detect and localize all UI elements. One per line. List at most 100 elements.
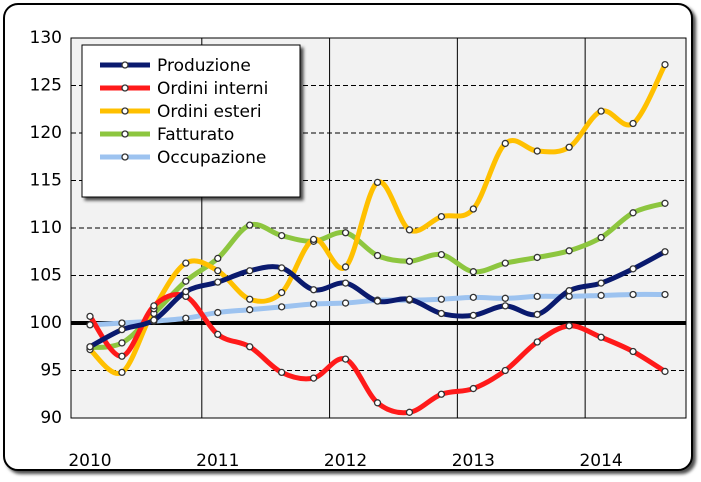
- point: [343, 300, 349, 306]
- legend-label: Occupazione: [157, 148, 266, 168]
- point: [183, 289, 189, 295]
- point: [534, 254, 540, 260]
- point: [662, 292, 668, 298]
- point: [215, 310, 221, 316]
- chart: Produzione Ordini interni Ordini esteri Fat…: [0, 0, 701, 478]
- point: [215, 331, 221, 337]
- point: [279, 304, 285, 310]
- point: [598, 108, 604, 114]
- point: [470, 269, 476, 275]
- y-tick-label: 110: [30, 218, 62, 238]
- legend-marker: [122, 154, 128, 160]
- legend-label: Produzione: [157, 56, 251, 76]
- point: [662, 200, 668, 206]
- point: [343, 280, 349, 286]
- point: [87, 344, 93, 350]
- point: [502, 295, 508, 301]
- point: [183, 315, 189, 321]
- point: [247, 222, 253, 228]
- x-tick-label: 2011: [196, 451, 239, 471]
- point: [662, 62, 668, 68]
- point: [406, 409, 412, 415]
- point: [343, 230, 349, 236]
- point: [406, 258, 412, 264]
- point: [279, 369, 285, 375]
- point: [279, 290, 285, 296]
- x-tick-label: 2012: [324, 451, 367, 471]
- point: [119, 327, 125, 333]
- point: [470, 312, 476, 318]
- point: [598, 334, 604, 340]
- legend-label: Ordini esteri: [157, 102, 262, 122]
- x-tick-label: 2010: [68, 451, 111, 471]
- legend-marker: [122, 108, 128, 114]
- point: [406, 227, 412, 233]
- point: [630, 266, 636, 272]
- point: [438, 296, 444, 302]
- point: [630, 292, 636, 298]
- point: [151, 317, 157, 323]
- point: [406, 296, 412, 302]
- point: [311, 287, 317, 293]
- point: [502, 303, 508, 309]
- y-tick-label: 105: [30, 266, 62, 286]
- point: [311, 301, 317, 307]
- legend-marker: [122, 131, 128, 137]
- y-tick-label: 130: [30, 28, 62, 48]
- point: [87, 322, 93, 328]
- point: [183, 278, 189, 284]
- point: [151, 303, 157, 309]
- point: [470, 206, 476, 212]
- point: [215, 279, 221, 285]
- point: [438, 311, 444, 317]
- point: [630, 349, 636, 355]
- point: [215, 268, 221, 274]
- point: [534, 293, 540, 299]
- point: [534, 311, 540, 317]
- point: [470, 294, 476, 300]
- point: [119, 369, 125, 375]
- point: [119, 320, 125, 326]
- point: [119, 353, 125, 359]
- point: [438, 214, 444, 220]
- point: [470, 386, 476, 392]
- point: [534, 148, 540, 154]
- point: [375, 400, 381, 406]
- legend-marker: [122, 85, 128, 91]
- point: [598, 280, 604, 286]
- point: [630, 210, 636, 216]
- point: [502, 368, 508, 374]
- point: [502, 140, 508, 146]
- point: [87, 313, 93, 319]
- y-tick-label: 120: [30, 123, 62, 143]
- point: [598, 235, 604, 241]
- point: [311, 375, 317, 381]
- point: [247, 296, 253, 302]
- point: [502, 260, 508, 266]
- x-tick-label: 2014: [579, 451, 622, 471]
- point: [183, 260, 189, 266]
- y-tick-label: 90: [40, 408, 62, 428]
- point: [662, 249, 668, 255]
- point: [598, 292, 604, 298]
- point: [279, 265, 285, 271]
- y-tick-label: 115: [30, 171, 62, 191]
- point: [311, 236, 317, 242]
- point: [375, 179, 381, 185]
- point: [566, 323, 572, 329]
- point: [438, 252, 444, 258]
- y-tick-label: 100: [30, 313, 62, 333]
- legend-label: Fatturato: [157, 125, 234, 145]
- legend-marker: [122, 62, 128, 68]
- y-tick-label: 125: [30, 76, 62, 96]
- page: {"chart_data": {"type": "line", "categor…: [0, 0, 701, 482]
- point: [279, 233, 285, 239]
- x-tick-label: 2013: [452, 451, 495, 471]
- point: [438, 391, 444, 397]
- point: [375, 298, 381, 304]
- legend-label: Ordini interni: [157, 79, 268, 99]
- y-tick-label: 95: [40, 361, 62, 381]
- point: [566, 248, 572, 254]
- point: [343, 264, 349, 270]
- point: [247, 344, 253, 350]
